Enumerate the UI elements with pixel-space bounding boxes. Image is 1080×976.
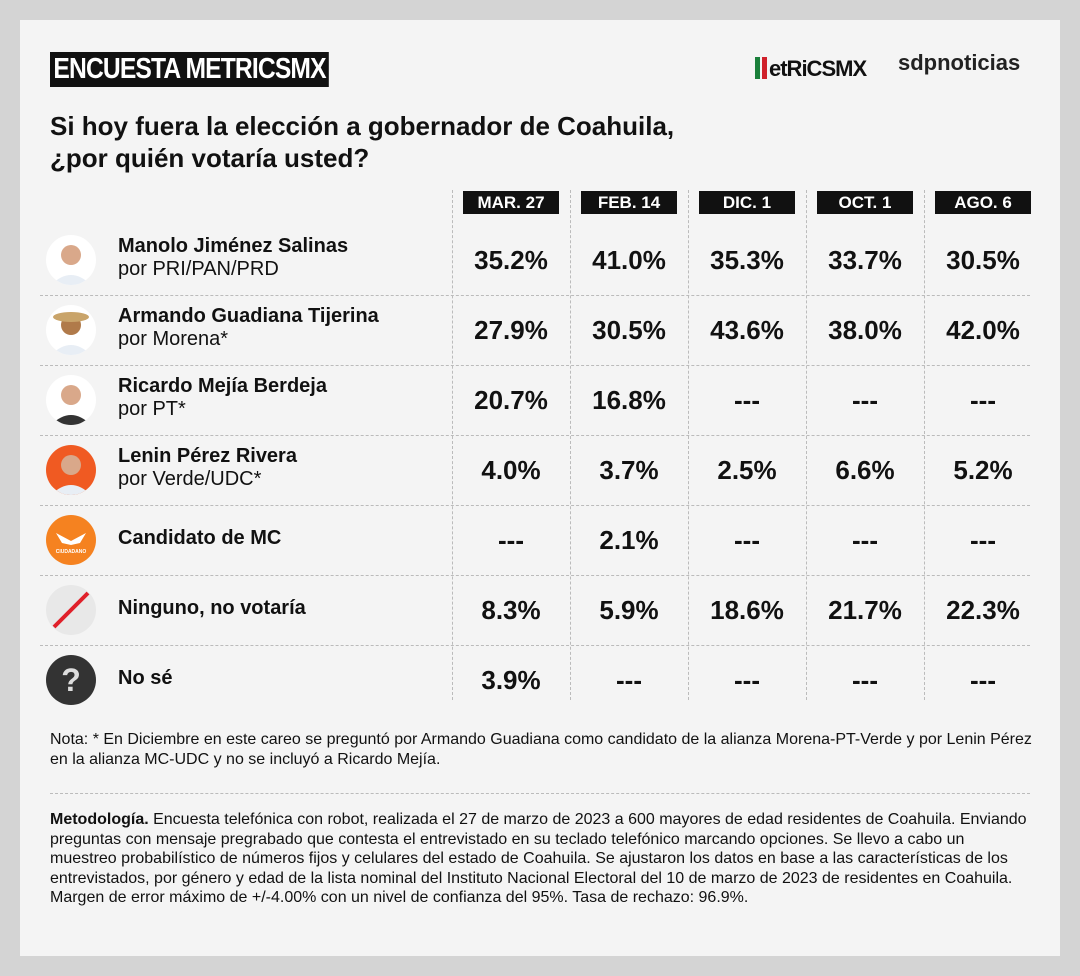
value-cell: --- — [970, 525, 996, 555]
methodology-text: Encuesta telefónica con robot, realizada… — [50, 811, 1027, 906]
value-cell: 2.5% — [717, 455, 777, 485]
value-cell: --- — [970, 665, 996, 695]
candidate-party: por PT* — [118, 398, 186, 420]
column-separator — [570, 190, 571, 700]
value-cell: 18.6% — [710, 595, 784, 625]
column-separator — [688, 190, 689, 700]
question-title: Si hoy fuera la elección a gobernador de… — [50, 110, 674, 174]
value-cell: --- — [734, 525, 760, 555]
candidate-party: por Verde/UDC* — [118, 468, 262, 490]
value-cell: 3.9% — [481, 665, 541, 695]
title-line: Si hoy fuera la elección a gobernador de… — [50, 111, 675, 141]
value-cell: 35.3% — [710, 245, 784, 275]
column-header: AGO. 6 — [935, 191, 1031, 214]
candidate-photo — [46, 445, 96, 495]
candidate-label: Manolo Jiménez Salinas por PRI/PAN/PRD — [118, 235, 348, 281]
candidate-label: Ninguno, no votaría — [118, 597, 306, 620]
candidate-photo — [46, 235, 96, 285]
svg-text:CIUDADANO: CIUDADANO — [56, 549, 87, 555]
column-separator — [806, 190, 807, 700]
movimiento-ciudadano-logo: CIUDADANO — [46, 515, 96, 565]
title-line: ¿por quién votaría usted? — [50, 143, 370, 173]
value-cell: --- — [734, 665, 760, 695]
candidate-label: Lenin Pérez Rivera por Verde/UDC* — [118, 445, 297, 491]
value-cell: 6.6% — [835, 455, 895, 485]
question-icon: ? — [46, 655, 96, 705]
candidate-name: Armando Guadiana Tijerina — [118, 305, 379, 327]
methodology: Metodología. Encuesta telefónica con rob… — [50, 810, 1030, 908]
value-cell: 33.7% — [828, 245, 902, 275]
candidate-label: No sé — [118, 667, 172, 690]
value-cell: 38.0% — [828, 315, 902, 345]
value-cell: 30.5% — [946, 245, 1020, 275]
value-cell: 22.3% — [946, 595, 1020, 625]
value-cell: 27.9% — [474, 315, 548, 345]
candidate-photo — [46, 375, 96, 425]
footnote: Nota: * En Diciembre en este careo se pr… — [50, 731, 1032, 768]
candidate-party: por Morena* — [118, 328, 229, 350]
value-cell: 5.9% — [599, 595, 659, 625]
candidate-name: No sé — [118, 667, 173, 689]
table-row: Lenin Pérez Rivera por Verde/UDC* 4.0% 3.7%… — [40, 435, 1030, 506]
value-cell: 4.0% — [481, 455, 541, 485]
value-cell: 21.7% — [828, 595, 902, 625]
value-cell: --- — [852, 385, 878, 415]
candidate-party: por PRI/PAN/PRD — [118, 258, 279, 280]
value-cell: 43.6% — [710, 315, 784, 345]
column-header: DIC. 1 — [699, 191, 795, 214]
table-row: CIUDADANO Candidato de MC --- 2.1% --- --- --- — [40, 505, 1030, 576]
slash-icon — [46, 585, 96, 635]
value-cell: 16.8% — [592, 385, 666, 415]
candidate-name: Lenin Pérez Rivera — [118, 445, 297, 467]
table-row: Ricardo Mejía Berdeja por PT* 20.7% 16.8% --… — [40, 365, 1030, 436]
candidate-label: Armando Guadiana Tijerina por Morena* — [118, 305, 379, 351]
candidate-name: Manolo Jiménez Salinas — [118, 235, 349, 257]
value-cell: 8.3% — [481, 595, 541, 625]
candidate-photo — [46, 305, 96, 355]
column-header: MAR. 27 — [463, 191, 559, 214]
divider — [50, 793, 1030, 794]
value-cell: 3.7% — [599, 455, 659, 485]
candidate-name: Candidato de MC — [118, 527, 282, 549]
value-cell: 30.5% — [592, 315, 666, 345]
value-cell: 41.0% — [592, 245, 666, 275]
candidate-label: Ricardo Mejía Berdeja por PT* — [118, 375, 327, 421]
table-row: Armando Guadiana Tijerina por Morena* 27.9… — [40, 295, 1030, 366]
candidate-name: Ricardo Mejía Berdeja — [118, 375, 327, 397]
value-cell: 20.7% — [474, 385, 548, 415]
table-row: ? No sé 3.9% --- --- --- --- — [40, 645, 1030, 715]
value-cell: 5.2% — [953, 455, 1013, 485]
metricsmx-logo: etRiCSMX — [755, 56, 867, 82]
value-cell: 42.0% — [946, 315, 1020, 345]
column-separator — [924, 190, 925, 700]
value-cell: --- — [852, 665, 878, 695]
value-cell: --- — [616, 665, 642, 695]
poll-card: ENCUESTA METRICSMX etRiCSMX sdpnoticias … — [20, 20, 1060, 956]
value-cell: 2.1% — [599, 525, 659, 555]
sdpnoticias-logo: sdpnoticias — [898, 50, 1021, 75]
methodology-label: Metodología. — [50, 811, 149, 828]
table-row: Ninguno, no votaría 8.3% 5.9% 18.6% 21.7% 22.… — [40, 575, 1030, 646]
column-separator — [452, 190, 453, 700]
column-header: FEB. 14 — [581, 191, 677, 214]
candidate-label: Candidato de MC — [118, 527, 281, 550]
value-cell: --- — [498, 525, 524, 555]
column-header: OCT. 1 — [817, 191, 913, 214]
value-cell: --- — [852, 525, 878, 555]
candidate-name: Ninguno, no votaría — [118, 597, 306, 619]
table-row: Manolo Jiménez Salinas por PRI/PAN/PRD 35.… — [40, 225, 1030, 296]
value-cell: --- — [970, 385, 996, 415]
value-cell: --- — [734, 385, 760, 415]
value-cell: 35.2% — [474, 245, 548, 275]
brand-title: ENCUESTA METRICSMX — [50, 52, 330, 87]
